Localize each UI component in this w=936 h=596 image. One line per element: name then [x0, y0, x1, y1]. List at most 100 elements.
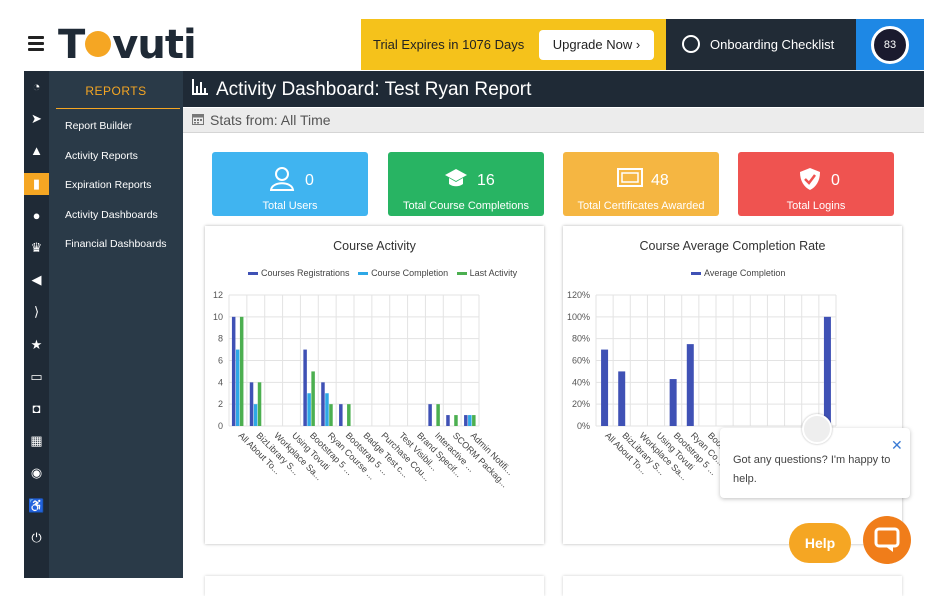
users-icon[interactable]: ●: [32, 207, 41, 223]
sidebar-item-financial-dashboards[interactable]: Financial Dashboards: [65, 238, 167, 250]
bar[interactable]: [601, 349, 609, 426]
y-tick-label: 80%: [572, 334, 590, 344]
graduation-cap-icon[interactable]: ▲: [30, 143, 43, 159]
bar[interactable]: [436, 404, 440, 426]
bar[interactable]: [686, 344, 694, 426]
bar[interactable]: [307, 393, 311, 426]
chat-bubble-icon: [874, 527, 900, 552]
bar[interactable]: [468, 415, 472, 426]
course-activity-legend[interactable]: Courses Registrations Course Completion …: [242, 268, 517, 278]
bar[interactable]: [239, 316, 244, 426]
average-completion-title: Course Average Completion Rate: [639, 239, 826, 253]
upgrade-now-button[interactable]: Upgrade Now ›: [539, 30, 654, 60]
stats-range-text: Stats from: All Time: [210, 112, 331, 128]
course-activity-title: Course Activity: [333, 239, 416, 253]
badge-icon[interactable]: ◘: [32, 401, 41, 416]
total-logins-card[interactable]: 0 Total Logins: [738, 152, 894, 216]
y-tick-label: 6: [218, 356, 223, 366]
sidebar-item-activity-reports[interactable]: Activity Reports: [65, 150, 138, 162]
trial-expires-text: Trial Expires in 1076 Days: [373, 37, 525, 52]
bar[interactable]: [464, 415, 468, 426]
legend-average-completion: Average Completion: [704, 268, 786, 278]
legend-registrations: Courses Registrations: [261, 268, 350, 278]
bar[interactable]: [249, 382, 254, 426]
onboarding-label: Onboarding Checklist: [710, 37, 835, 52]
bar[interactable]: [257, 382, 262, 426]
chevron-right-icon: ›: [635, 37, 641, 52]
megaphone-icon[interactable]: ◀: [31, 272, 42, 288]
total-users-value: 0: [305, 172, 314, 189]
bar[interactable]: [347, 404, 351, 426]
bar[interactable]: [823, 316, 831, 426]
onboarding-progress-ring[interactable]: 83: [871, 26, 909, 64]
menu-icon[interactable]: [28, 36, 44, 51]
trophy-icon[interactable]: ♛: [30, 240, 43, 255]
bar[interactable]: [329, 404, 333, 426]
legend-swatch: [248, 271, 258, 275]
upgrade-label: Upgrade Now: [552, 37, 633, 52]
chat-close-icon[interactable]: ✕: [891, 437, 903, 453]
bar[interactable]: [321, 382, 325, 426]
legend-swatch: [456, 271, 467, 275]
y-tick-label: 4: [218, 377, 223, 387]
y-tick-label: 20%: [572, 399, 590, 409]
bar-chart-icon: [192, 79, 208, 95]
course-activity-panel: Course Activity Courses Registrations Co…: [205, 226, 544, 544]
bar[interactable]: [669, 379, 677, 426]
y-tick-label: 0: [218, 421, 223, 431]
y-tick-label: 100%: [567, 312, 590, 322]
bar[interactable]: [253, 404, 258, 426]
rss-icon[interactable]: ⟩: [33, 304, 40, 320]
bar[interactable]: [454, 415, 458, 426]
sidebar-item-report-builder[interactable]: Report Builder: [65, 120, 133, 132]
icon-rail: ◔ ➤ ▲ ▮ ● ♛ ◀ ⟩ ★ ▭ ◘ ▦ ◉ ♿ ⏻: [24, 71, 49, 578]
dashboard-icon[interactable]: ◔: [32, 79, 41, 94]
chat-icon[interactable]: ◉: [30, 465, 43, 481]
total-completions-card[interactable]: 16 Total Course Completions: [388, 152, 544, 216]
average-completion-legend[interactable]: Average Completion: [685, 268, 785, 278]
total-certificates-label: Total Certificates Awarded: [577, 200, 705, 212]
bar[interactable]: [446, 415, 450, 426]
total-users-card[interactable]: 0 Total Users: [212, 152, 368, 216]
bar[interactable]: [428, 404, 432, 426]
total-completions-label: Total Course Completions: [403, 200, 529, 212]
legend-swatch: [691, 271, 701, 275]
bar[interactable]: [311, 371, 315, 426]
help-button[interactable]: Help: [789, 523, 851, 563]
bar[interactable]: [339, 404, 343, 426]
bar[interactable]: [231, 316, 236, 426]
y-tick-label: 120%: [567, 290, 590, 300]
reports-sidebar: [49, 71, 183, 578]
rocket-icon[interactable]: ➤: [31, 111, 42, 127]
shield-check-icon: [800, 168, 820, 190]
y-tick-label: 8: [218, 334, 223, 344]
graduation-cap-icon: [445, 169, 467, 187]
accessibility-icon[interactable]: ♿: [28, 497, 45, 513]
star-icon[interactable]: ★: [30, 336, 43, 352]
y-tick-label: 40%: [572, 377, 590, 387]
chat-launcher-button[interactable]: [863, 516, 911, 564]
calendar-icon: [192, 114, 204, 125]
y-tick-label: 2: [218, 399, 223, 409]
stats-bar: [183, 108, 924, 133]
bar-chart-icon[interactable]: ▮: [24, 172, 49, 195]
legend-last-activity: Last Activity: [469, 268, 518, 278]
bar[interactable]: [472, 415, 476, 426]
bar[interactable]: [303, 349, 307, 426]
sidebar-item-activity-dashboards[interactable]: Activity Dashboards: [65, 209, 158, 221]
power-icon[interactable]: ⏻: [31, 529, 42, 545]
bar[interactable]: [325, 393, 329, 426]
sidebar-divider: [56, 108, 180, 109]
credit-card-icon[interactable]: ▭: [30, 368, 43, 384]
total-certificates-card[interactable]: 48 Total Certificates Awarded: [563, 152, 719, 216]
bar[interactable]: [235, 349, 240, 426]
calendar-icon[interactable]: ▦: [30, 433, 43, 449]
certificate-icon: [617, 168, 643, 187]
chat-message: Got any questions? I'm happy to help.: [733, 454, 891, 485]
user-icon: [270, 167, 295, 191]
next-panel-left: [205, 576, 544, 596]
sidebar-item-expiration-reports[interactable]: Expiration Reports: [65, 179, 152, 191]
average-completion-chart: 0%20%40%60%80%100%120%All About To...Biz…: [567, 290, 837, 482]
bar[interactable]: [618, 371, 626, 426]
